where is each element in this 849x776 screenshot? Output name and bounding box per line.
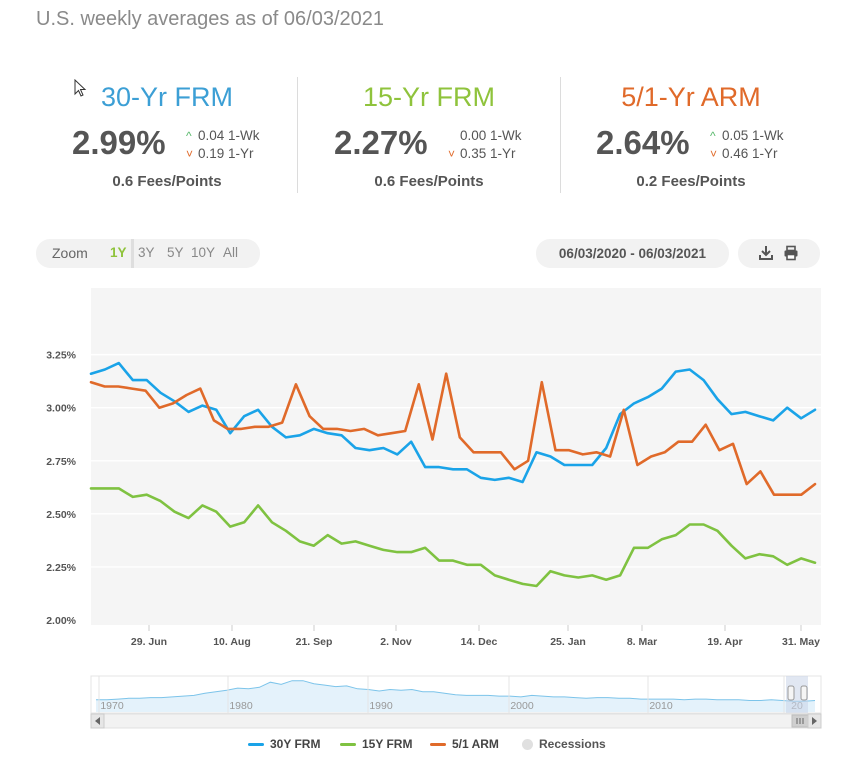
download-icon[interactable] [758,245,774,261]
zoom-10y-button[interactable]: 10Y [191,245,216,260]
x-tick-label: 14. Dec [461,636,498,648]
navigator-x-tick-label: 2010 [649,700,673,712]
x-tick-label: 25. Jan [550,636,586,648]
legend-swatch [430,742,446,746]
y-tick-label: 2.00% [46,615,76,627]
zoom-control: Zoom 1Y 3Y 5Y 10Y All [36,239,260,268]
navigator-scrollbar[interactable] [90,713,822,729]
rate-card-30yr: 30-Yr FRM 2.99% ^ 0.04 1-Wk ˅ 0.19 1-Yr 0.… [36,80,298,198]
card-divider [297,77,298,193]
plot-background [91,288,821,625]
navigator-selection-window[interactable] [786,676,808,713]
rate-card-title: 5/1-Yr ARM [621,82,761,112]
legend-swatch [248,742,264,746]
arrow-right-icon [812,717,817,725]
fees-points: 0.6 Fees/Points [374,173,484,190]
weekly-change: ^ 0.04 1-Wk [186,128,260,143]
y-tick-label: 3.25% [46,350,76,362]
arrow-left-icon [95,717,100,725]
weekly-change: 0.00 1-Wk [448,128,522,143]
zoom-label: Zoom [52,245,88,261]
x-tick-label: 19. Apr [707,636,742,648]
legend-item-5-1-arm[interactable]: 5/1 ARM [430,737,499,751]
navigator-x-tick-label: 2000 [510,700,534,712]
navigator-x-tick-label: 1980 [229,700,253,712]
yearly-change-text: 0.35 1-Yr [460,146,516,161]
chevron-down-icon: ˅ [710,147,718,161]
legend-swatch [340,742,356,746]
navigator-x-tick-label: 1990 [369,700,393,712]
print-icon[interactable] [783,245,799,261]
rate-value: 2.99% [72,124,166,161]
rate-card-arm: 5/1-Yr ARM 2.64% ^ 0.05 1-Wk ˅ 0.46 1-Yr 0… [560,80,822,198]
yearly-change: ˅ 0.35 1-Yr [448,146,516,161]
rate-card-title: 30-Yr FRM [100,82,233,112]
chevron-down-icon: ˅ [186,147,194,161]
y-tick-label: 2.75% [46,456,76,468]
zoom-all-button[interactable]: All [223,245,239,260]
x-tick-label: 2. Nov [380,636,412,648]
weekly-change-text: 0.04 1-Wk [198,128,260,143]
mouse-cursor-icon [74,79,87,97]
weekly-change: ^ 0.05 1-Wk [710,128,784,143]
x-tick-label: 10. Aug [213,636,251,648]
page-title: U.S. weekly averages as of 06/03/2021 [36,8,384,30]
y-tick-label: 2.25% [46,562,76,574]
navigator-line [96,680,816,702]
rate-value: 2.27% [334,124,428,161]
rate-card-15yr: 15-Yr FRM 2.27% 0.00 1-Wk ˅ 0.35 1-Yr 0.6… [298,80,560,198]
chevron-down-icon: ˅ [448,147,456,161]
legend-swatch [522,738,533,750]
legend-label: 30Y FRM [270,737,321,751]
legend-item-30y-frm[interactable]: 30Y FRM [248,737,320,751]
grip-icon [796,718,804,724]
legend-item-15y-frm[interactable]: 15Y FRM [340,737,412,751]
weekly-change-text: 0.00 1-Wk [460,128,522,143]
y-tick-label: 2.50% [46,509,76,521]
zoom-3y-button[interactable]: 3Y [138,245,155,260]
series-line-30y-frm [89,361,817,484]
date-range-selector[interactable]: 06/03/2020 - 06/03/2021 [536,239,729,268]
zoom-5y-button[interactable]: 5Y [167,245,184,260]
yearly-change-text: 0.46 1-Yr [722,146,778,161]
x-tick-label: 29. Jun [131,636,167,648]
arrow-up-icon: ^ [186,129,192,143]
series-line-5-1-arm [89,372,817,497]
export-toolbar [738,239,820,268]
legend-label: 5/1 ARM [452,737,499,751]
series-line-15y-frm [89,487,817,588]
navigator-handle-left[interactable] [787,685,795,701]
legend-label: 15Y FRM [362,737,413,751]
legend-label: Recessions [539,737,606,751]
zoom-1y-button[interactable]: 1Y [110,245,127,260]
y-tick-label: 3.00% [46,403,76,415]
rate-value: 2.64% [596,124,690,161]
card-divider [560,77,561,193]
navigator-x-tick-label: 1970 [100,700,124,712]
yearly-change: ˅ 0.46 1-Yr [710,146,778,161]
x-tick-label: 21. Sep [296,636,333,648]
navigator-area [96,680,815,712]
fees-points: 0.6 Fees/Points [112,173,222,190]
yearly-change-text: 0.19 1-Yr [198,146,254,161]
legend-item-recessions[interactable]: Recessions [522,737,606,751]
x-tick-label: 31. May [782,636,820,648]
arrow-up-icon: ^ [710,129,716,143]
x-tick-label: 8. Mar [627,636,657,648]
weekly-change-text: 0.05 1-Wk [722,128,784,143]
rate-card-title: 15-Yr FRM [362,82,495,112]
navigator-handle-right[interactable] [800,685,808,701]
fees-points: 0.2 Fees/Points [636,173,746,190]
yearly-change: ˅ 0.19 1-Yr [186,146,254,161]
